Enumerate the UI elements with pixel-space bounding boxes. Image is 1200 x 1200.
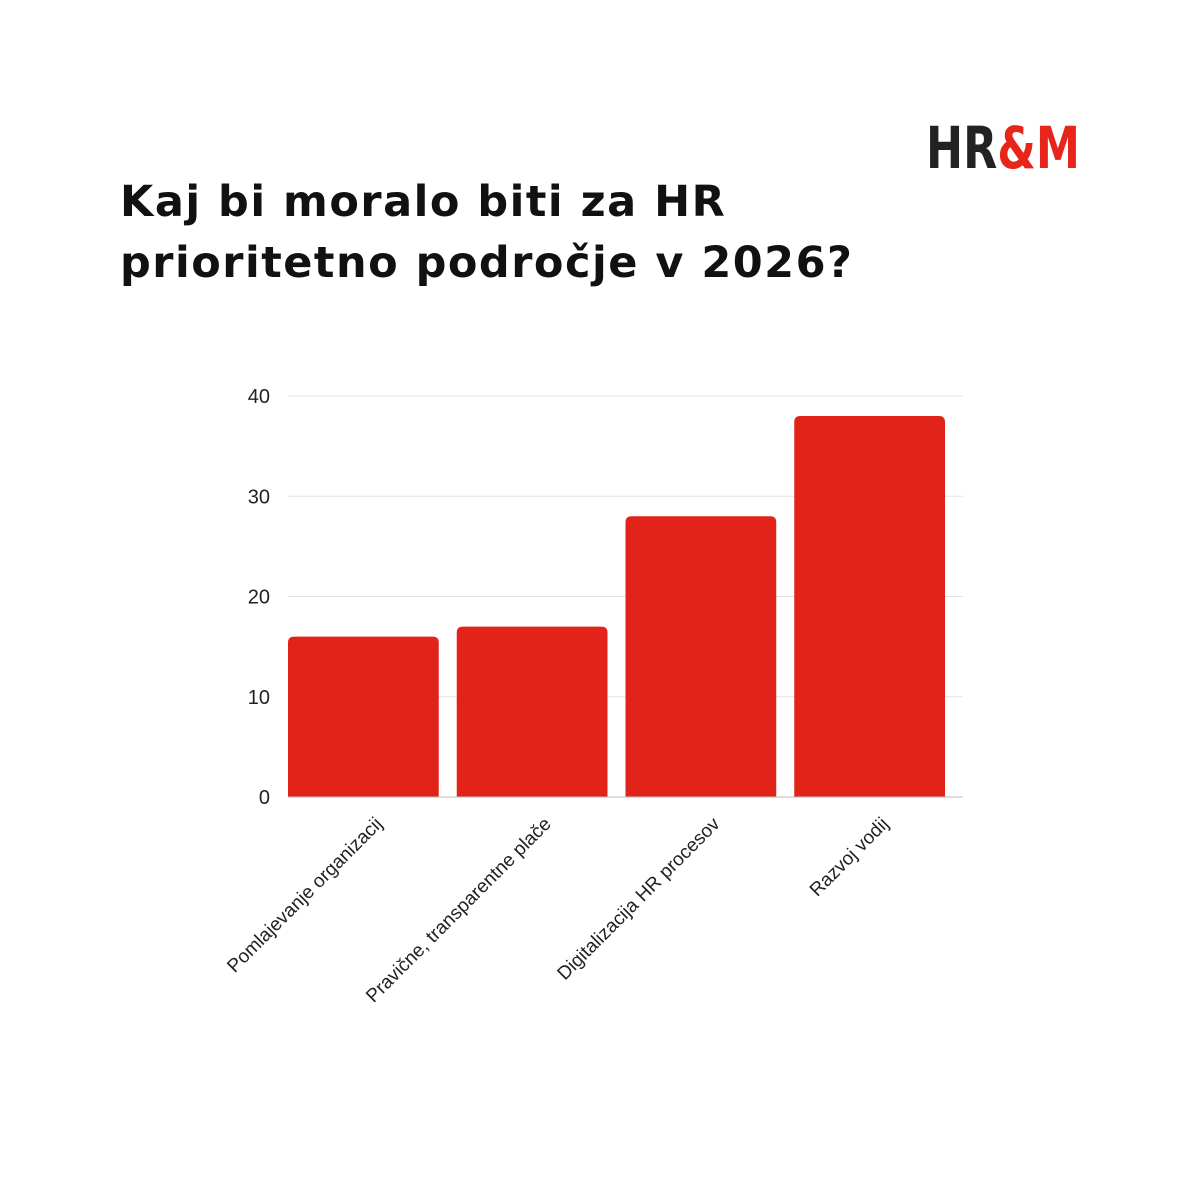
bar (456, 626, 608, 797)
y-tick-label: 20 (248, 587, 270, 609)
hrm-logo-text: HR&M (926, 118, 1080, 174)
bar (794, 416, 945, 797)
y-tick-label: 10 (248, 687, 270, 709)
y-tick-label: 30 (248, 486, 270, 508)
chart-title-line-2: prioritetno področje v 2026? (120, 238, 854, 288)
chart-title-line-1: Kaj bi moralo biti za HR (120, 177, 727, 227)
x-tick-label: Digitalizacija HR procesov (554, 813, 725, 984)
x-tick-label: Pomlajevanje organizacij (223, 814, 386, 977)
y-axis-ticks: 0 10 20 30 40 (248, 386, 270, 809)
chart-title: Kaj bi moralo biti za HR prioritetno pod… (120, 172, 1020, 294)
bar (625, 516, 777, 797)
bar (288, 636, 439, 797)
y-tick-label: 0 (259, 787, 270, 809)
x-tick-label: Pravične, transparentne plače (362, 814, 555, 1007)
x-tick-label: Razvoj vodij (806, 814, 893, 901)
bars (288, 416, 945, 797)
hrm-logo: HR&M (926, 118, 1080, 174)
y-tick-label: 40 (248, 386, 270, 408)
